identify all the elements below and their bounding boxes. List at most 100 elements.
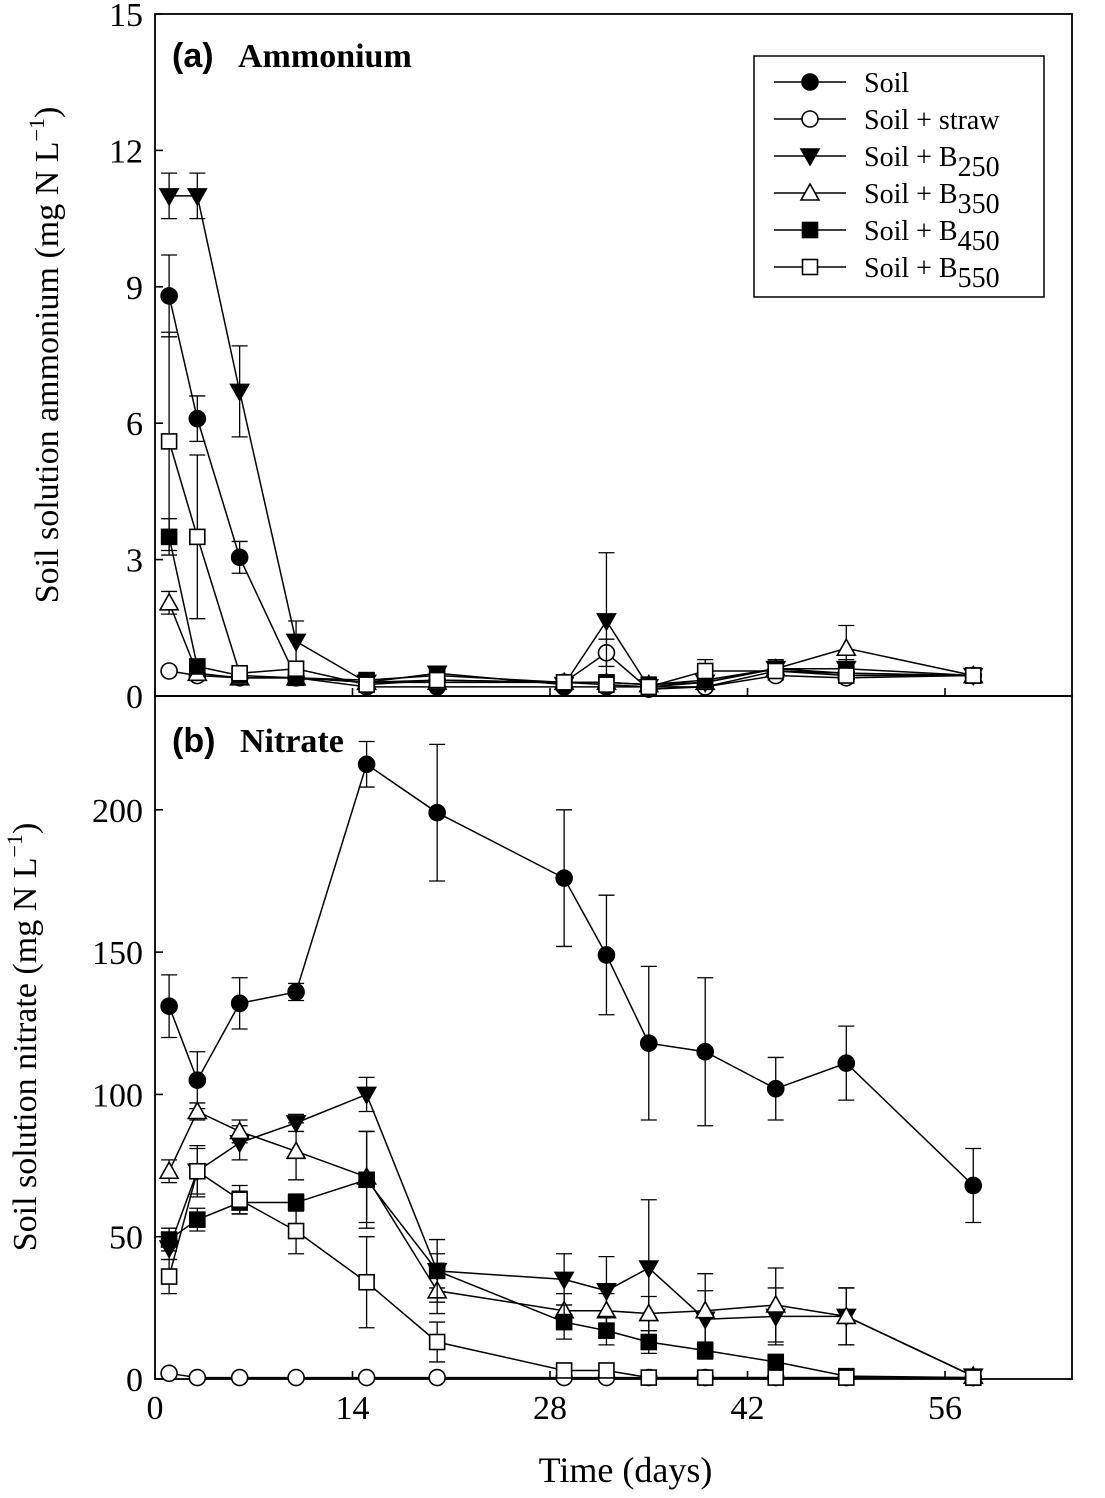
data-point — [964, 667, 982, 684]
y-tick-label: 6 — [126, 406, 143, 443]
series-square-filled — [160, 1130, 982, 1386]
data-point — [186, 1100, 208, 1120]
data-point — [696, 1369, 714, 1386]
y-tick-label: 3 — [126, 543, 143, 580]
data-point — [837, 1054, 856, 1072]
y-tick-label: 15 — [109, 0, 143, 34]
y-tick-label: 0 — [126, 679, 143, 716]
legend-label: Soil + B350 — [864, 179, 1000, 220]
data-point — [598, 676, 615, 693]
panel-ammonium: 0 3 6 9 12 15 Soil solution ammonium (mg N L−1… — [24, 0, 1073, 716]
legend-item: Soil — [774, 68, 909, 99]
data-point — [596, 1282, 617, 1302]
legend-item: Soil + B250 — [774, 142, 1000, 183]
data-point — [835, 637, 857, 657]
data-point — [428, 803, 446, 822]
data-point — [158, 592, 180, 611]
data-point — [357, 1368, 376, 1387]
data-point — [767, 662, 785, 680]
data-point — [428, 1368, 446, 1387]
data-point — [765, 1294, 787, 1313]
data-point — [356, 1086, 377, 1106]
y-tick-label: 9 — [126, 270, 143, 307]
legend-marker — [799, 148, 821, 167]
y-tick-label: 100 — [92, 1077, 143, 1114]
legend-marker — [801, 110, 819, 128]
series-line — [168, 295, 974, 688]
data-point — [285, 1140, 307, 1160]
data-point — [287, 1368, 305, 1387]
data-point — [428, 671, 446, 689]
x-tick-label: 56 — [928, 1390, 962, 1427]
x-tick-label: 14 — [336, 1390, 370, 1427]
data-point — [964, 1369, 982, 1386]
panel-a-label: (a) — [172, 37, 214, 75]
data-point — [160, 1268, 178, 1285]
data-point — [837, 1369, 855, 1386]
data-point — [767, 1353, 785, 1371]
legend-marker — [801, 73, 819, 91]
data-point — [158, 1160, 180, 1180]
data-point — [230, 548, 249, 567]
y-tick-label: 150 — [92, 935, 143, 972]
data-point — [160, 997, 178, 1015]
y-axis-label: Soil solution nitrate (mg N L−1) — [2, 823, 44, 1252]
legend-label: Soil — [864, 68, 909, 99]
data-point — [835, 1305, 857, 1325]
data-point — [598, 1322, 615, 1339]
data-point — [231, 1191, 248, 1209]
legend-label: Soil + B550 — [864, 253, 1000, 294]
data-point — [358, 1273, 375, 1291]
data-point — [287, 1222, 305, 1240]
data-point — [596, 613, 617, 632]
legend-label: Soil + B450 — [864, 216, 1000, 257]
data-point — [555, 1313, 573, 1331]
data-point — [640, 678, 658, 696]
y-tick-label: 0 — [126, 1362, 143, 1399]
data-point — [160, 1364, 178, 1383]
data-point — [230, 1368, 249, 1387]
legend-marker — [801, 258, 819, 276]
series-square-filled — [160, 518, 982, 693]
data-point — [287, 983, 305, 1001]
data-point — [160, 1231, 178, 1248]
data-point — [188, 409, 207, 428]
data-point — [358, 1171, 375, 1189]
data-point — [229, 1120, 251, 1140]
data-point — [598, 1362, 615, 1379]
data-point — [189, 528, 206, 546]
data-point — [696, 1342, 714, 1359]
data-point — [964, 1176, 983, 1195]
data-point — [555, 869, 573, 887]
data-point — [696, 662, 714, 680]
legend-item: Soil + B450 — [774, 216, 1000, 257]
data-point — [357, 755, 376, 774]
plot-frame — [154, 695, 1073, 1380]
data-point — [639, 1034, 658, 1052]
data-point — [287, 660, 305, 678]
legend-label: Soil + B250 — [864, 142, 1000, 183]
x-tick-label: 0 — [147, 1390, 164, 1427]
data-point — [766, 1079, 785, 1098]
data-point — [358, 676, 375, 693]
x-axis-label: Time (days) — [539, 1450, 713, 1490]
panel-b-label: (b) — [172, 722, 215, 760]
y-tick-label: 50 — [109, 1220, 143, 1257]
series-circle-filled — [160, 254, 983, 696]
data-point — [696, 1042, 715, 1061]
y-tick-label: 12 — [109, 133, 143, 170]
legend-marker — [801, 221, 819, 239]
panel-b-name: Nitrate — [240, 723, 344, 760]
series-line — [168, 1110, 974, 1377]
data-point — [428, 1262, 446, 1280]
data-point — [638, 1302, 660, 1322]
panel-a-name: Ammonium — [238, 38, 412, 75]
data-point — [694, 1300, 716, 1319]
data-point — [229, 383, 251, 403]
data-point — [189, 1162, 206, 1180]
legend-label: Soil + straw — [864, 105, 1000, 136]
data-point — [160, 287, 178, 305]
data-point — [553, 1271, 575, 1291]
